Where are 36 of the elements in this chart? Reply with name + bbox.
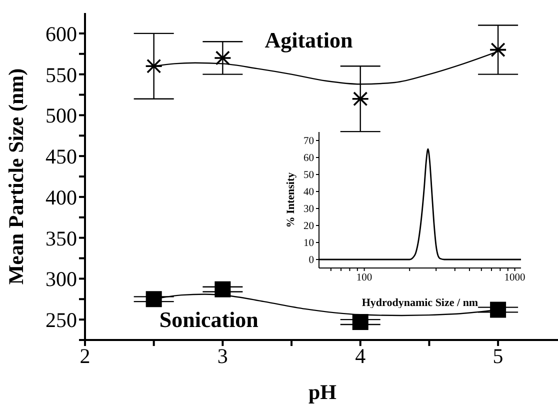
point [352,314,368,330]
point [489,42,507,58]
x-axis-title: pH [308,380,337,404]
y-tick-label: 500 [46,104,77,128]
y-tick-label: 10 [304,238,314,250]
point [214,281,231,298]
point [146,291,162,308]
y-tick-label: 550 [46,62,77,87]
point [144,58,163,74]
y-tick-label: 40 [304,187,314,198]
x-tick-label: 100 [356,272,372,284]
y-tick-label: 600 [46,22,77,46]
point [490,302,506,318]
series-label: Sonication [159,306,258,332]
y-tick-label: 20 [304,221,314,232]
y-axis-title: Mean Particle Size (nm) [4,68,28,285]
x-tick-label: 1000 [504,272,526,284]
x-tick-label: 3 [217,344,228,368]
y-tick-label: 400 [46,185,77,210]
y-axis-title: % Intensity [285,172,297,228]
y-tick-label: 350 [46,226,77,250]
y-tick-label: 450 [46,144,77,169]
series-label: Agitation [264,28,353,53]
y-tick-label: 50 [304,170,314,182]
x-tick-label: 2 [80,344,90,368]
x-tick-label: 5 [492,344,504,368]
y-tick-label: 0 [308,255,314,266]
y-tick-label: 250 [46,308,77,332]
y-tick-label: 30 [304,204,314,216]
x-tick-label: 4 [355,344,366,368]
y-tick-label: 300 [46,267,77,292]
x-axis-title: Hydrodynamic Size / nm [362,297,478,309]
point [351,92,370,106]
y-tick-label: 60 [304,153,314,164]
y-tick-label: 70 [304,136,314,148]
point [214,50,232,66]
